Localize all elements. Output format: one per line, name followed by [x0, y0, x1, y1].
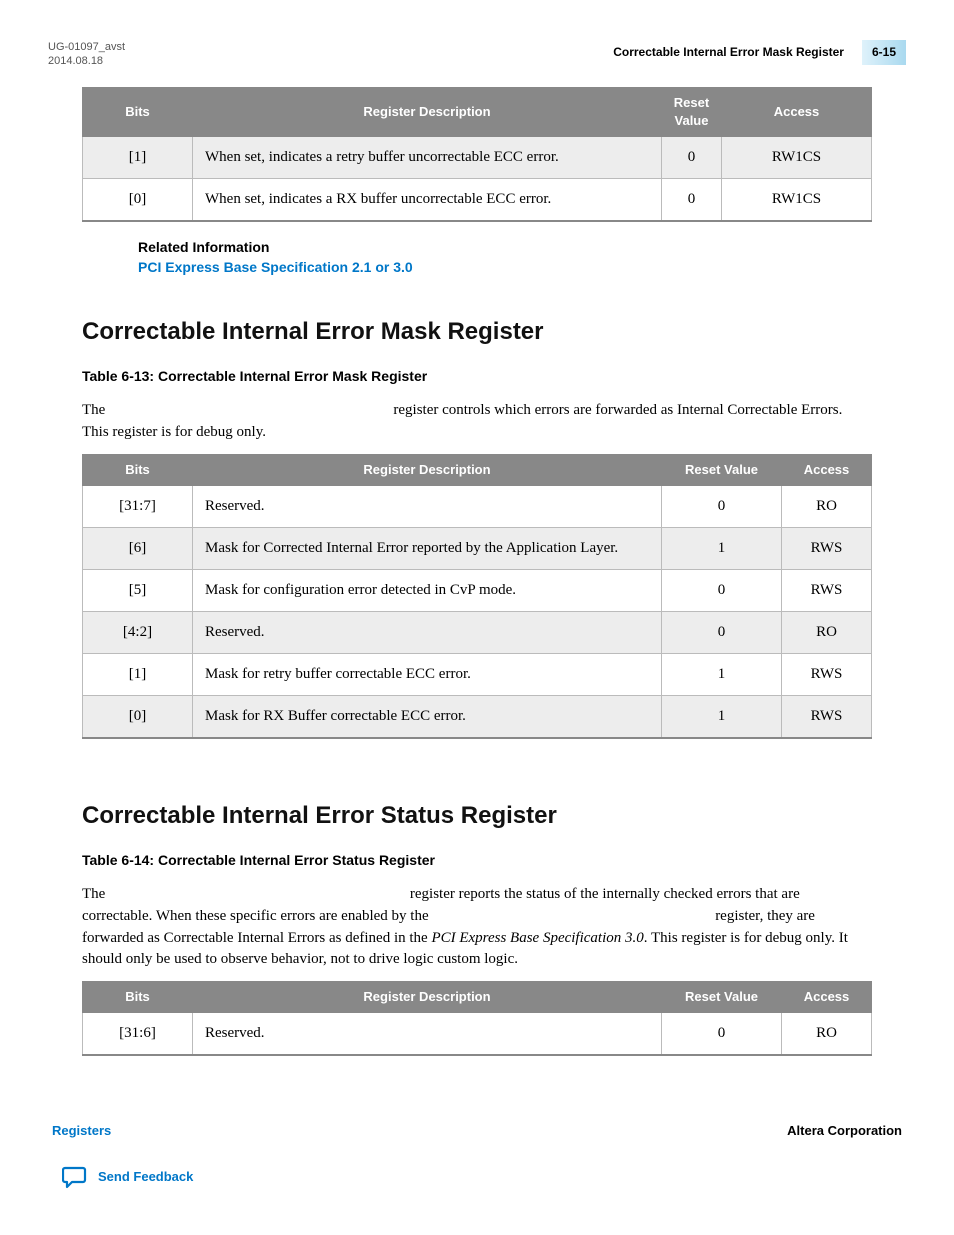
- footer-left[interactable]: Registers: [52, 1122, 111, 1140]
- para-before: The: [82, 402, 105, 418]
- col-desc: Register Description: [193, 87, 662, 136]
- section2-heading: Correctable Internal Error Status Regist…: [82, 799, 906, 833]
- footer-right: Altera Corporation: [787, 1122, 902, 1140]
- table-cell: When set, indicates a RX buffer uncorrec…: [193, 178, 662, 221]
- p2a: The: [82, 886, 109, 902]
- table-cell: 0: [662, 136, 722, 178]
- table-cell: [31:6]: [83, 1013, 193, 1056]
- table-cell: 0: [662, 486, 782, 528]
- doc-id: UG-01097_avst: [48, 40, 125, 54]
- page-number: 6-15: [862, 40, 906, 65]
- doc-date: 2014.08.18: [48, 54, 125, 68]
- table-cell: 0: [662, 178, 722, 221]
- col-bits: Bits: [83, 982, 193, 1013]
- table-cell: Mask for configuration error detected in…: [193, 570, 662, 612]
- col-access: Access: [722, 87, 872, 136]
- p2b: register reports the status of the inter…: [82, 886, 800, 924]
- table-cell: [1]: [83, 136, 193, 178]
- col-bits: Bits: [83, 87, 193, 136]
- feedback-label: Send Feedback: [98, 1168, 193, 1186]
- table-cell: Mask for retry buffer correctable ECC er…: [193, 654, 662, 696]
- col-reset: Reset Value: [662, 454, 782, 485]
- table-cell: 0: [662, 612, 782, 654]
- para-after: register controls which errors are forwa…: [82, 402, 842, 440]
- send-feedback[interactable]: Send Feedback: [62, 1165, 906, 1189]
- table-cell: [31:7]: [83, 486, 193, 528]
- header-right: Correctable Internal Error Mask Register…: [613, 40, 906, 65]
- table-cell: Mask for RX Buffer correctable ECC error…: [193, 696, 662, 739]
- table-cell: [0]: [83, 696, 193, 739]
- table-row: [6]Mask for Corrected Internal Error rep…: [83, 528, 872, 570]
- table-cell: RW1CS: [722, 178, 872, 221]
- table-row: [5]Mask for configuration error detected…: [83, 570, 872, 612]
- status-register-table: Bits Register Description Reset Value Ac…: [82, 981, 872, 1056]
- mask-register-table: Bits Register Description Reset Value Ac…: [82, 454, 872, 739]
- table13-caption: Table 6-13: Correctable Internal Error M…: [82, 367, 906, 387]
- table-row: [4:2]Reserved.0RO: [83, 612, 872, 654]
- section1-heading: Correctable Internal Error Mask Register: [82, 315, 906, 349]
- col-desc: Register Description: [193, 982, 662, 1013]
- table-cell: RWS: [782, 570, 872, 612]
- table-row: [31:7]Reserved.0RO: [83, 486, 872, 528]
- table-cell: RWS: [782, 654, 872, 696]
- page-header: UG-01097_avst 2014.08.18 Correctable Int…: [48, 40, 906, 69]
- col-reset: Reset Value: [662, 982, 782, 1013]
- table-cell: Reserved.: [193, 1013, 662, 1056]
- section1-para: TheCorrectable Internal Error Mask regis…: [82, 400, 872, 444]
- table14-caption: Table 6-14: Correctable Internal Error S…: [82, 851, 906, 871]
- table-cell: 0: [662, 570, 782, 612]
- table-row: [0]Mask for RX Buffer correctable ECC er…: [83, 696, 872, 739]
- table-cell: Reserved.: [193, 612, 662, 654]
- table-cell: RO: [782, 486, 872, 528]
- table-cell: [6]: [83, 528, 193, 570]
- col-access: Access: [782, 454, 872, 485]
- p2-italic: PCI Express Base Specification 3.0: [431, 930, 643, 946]
- related-title: Related Information: [138, 238, 906, 258]
- header-title: Correctable Internal Error Mask Register: [613, 44, 844, 61]
- table-cell: [4:2]: [83, 612, 193, 654]
- table-row: [31:6]Reserved.0RO: [83, 1013, 872, 1056]
- section2-para: The Correctable Internal Error Status re…: [82, 884, 872, 971]
- uncorrectable-table: Bits Register Description Reset Value Ac…: [82, 87, 872, 222]
- page-footer: Registers Altera Corporation: [48, 1122, 906, 1140]
- col-reset: Reset Value: [662, 87, 722, 136]
- table-cell: 1: [662, 696, 782, 739]
- table-cell: RWS: [782, 696, 872, 739]
- table-cell: Reserved.: [193, 486, 662, 528]
- table-row: [0]When set, indicates a RX buffer uncor…: [83, 178, 872, 221]
- related-info: Related Information PCI Express Base Spe…: [138, 238, 906, 277]
- table-cell: RW1CS: [722, 136, 872, 178]
- table-cell: [1]: [83, 654, 193, 696]
- table-row: [1]Mask for retry buffer correctable ECC…: [83, 654, 872, 696]
- table-row: [1]When set, indicates a retry buffer un…: [83, 136, 872, 178]
- table-cell: Mask for Corrected Internal Error report…: [193, 528, 662, 570]
- table-cell: RO: [782, 1013, 872, 1056]
- col-bits: Bits: [83, 454, 193, 485]
- doc-meta: UG-01097_avst 2014.08.18: [48, 40, 125, 69]
- table-cell: When set, indicates a retry buffer uncor…: [193, 136, 662, 178]
- feedback-icon: [62, 1165, 88, 1189]
- table-cell: 0: [662, 1013, 782, 1056]
- col-desc: Register Description: [193, 454, 662, 485]
- related-link[interactable]: PCI Express Base Specification 2.1 or 3.…: [138, 258, 906, 278]
- table-cell: RWS: [782, 528, 872, 570]
- col-access: Access: [782, 982, 872, 1013]
- table-cell: RO: [782, 612, 872, 654]
- table-cell: [0]: [83, 178, 193, 221]
- table-cell: 1: [662, 654, 782, 696]
- table-cell: 1: [662, 528, 782, 570]
- table-cell: [5]: [83, 570, 193, 612]
